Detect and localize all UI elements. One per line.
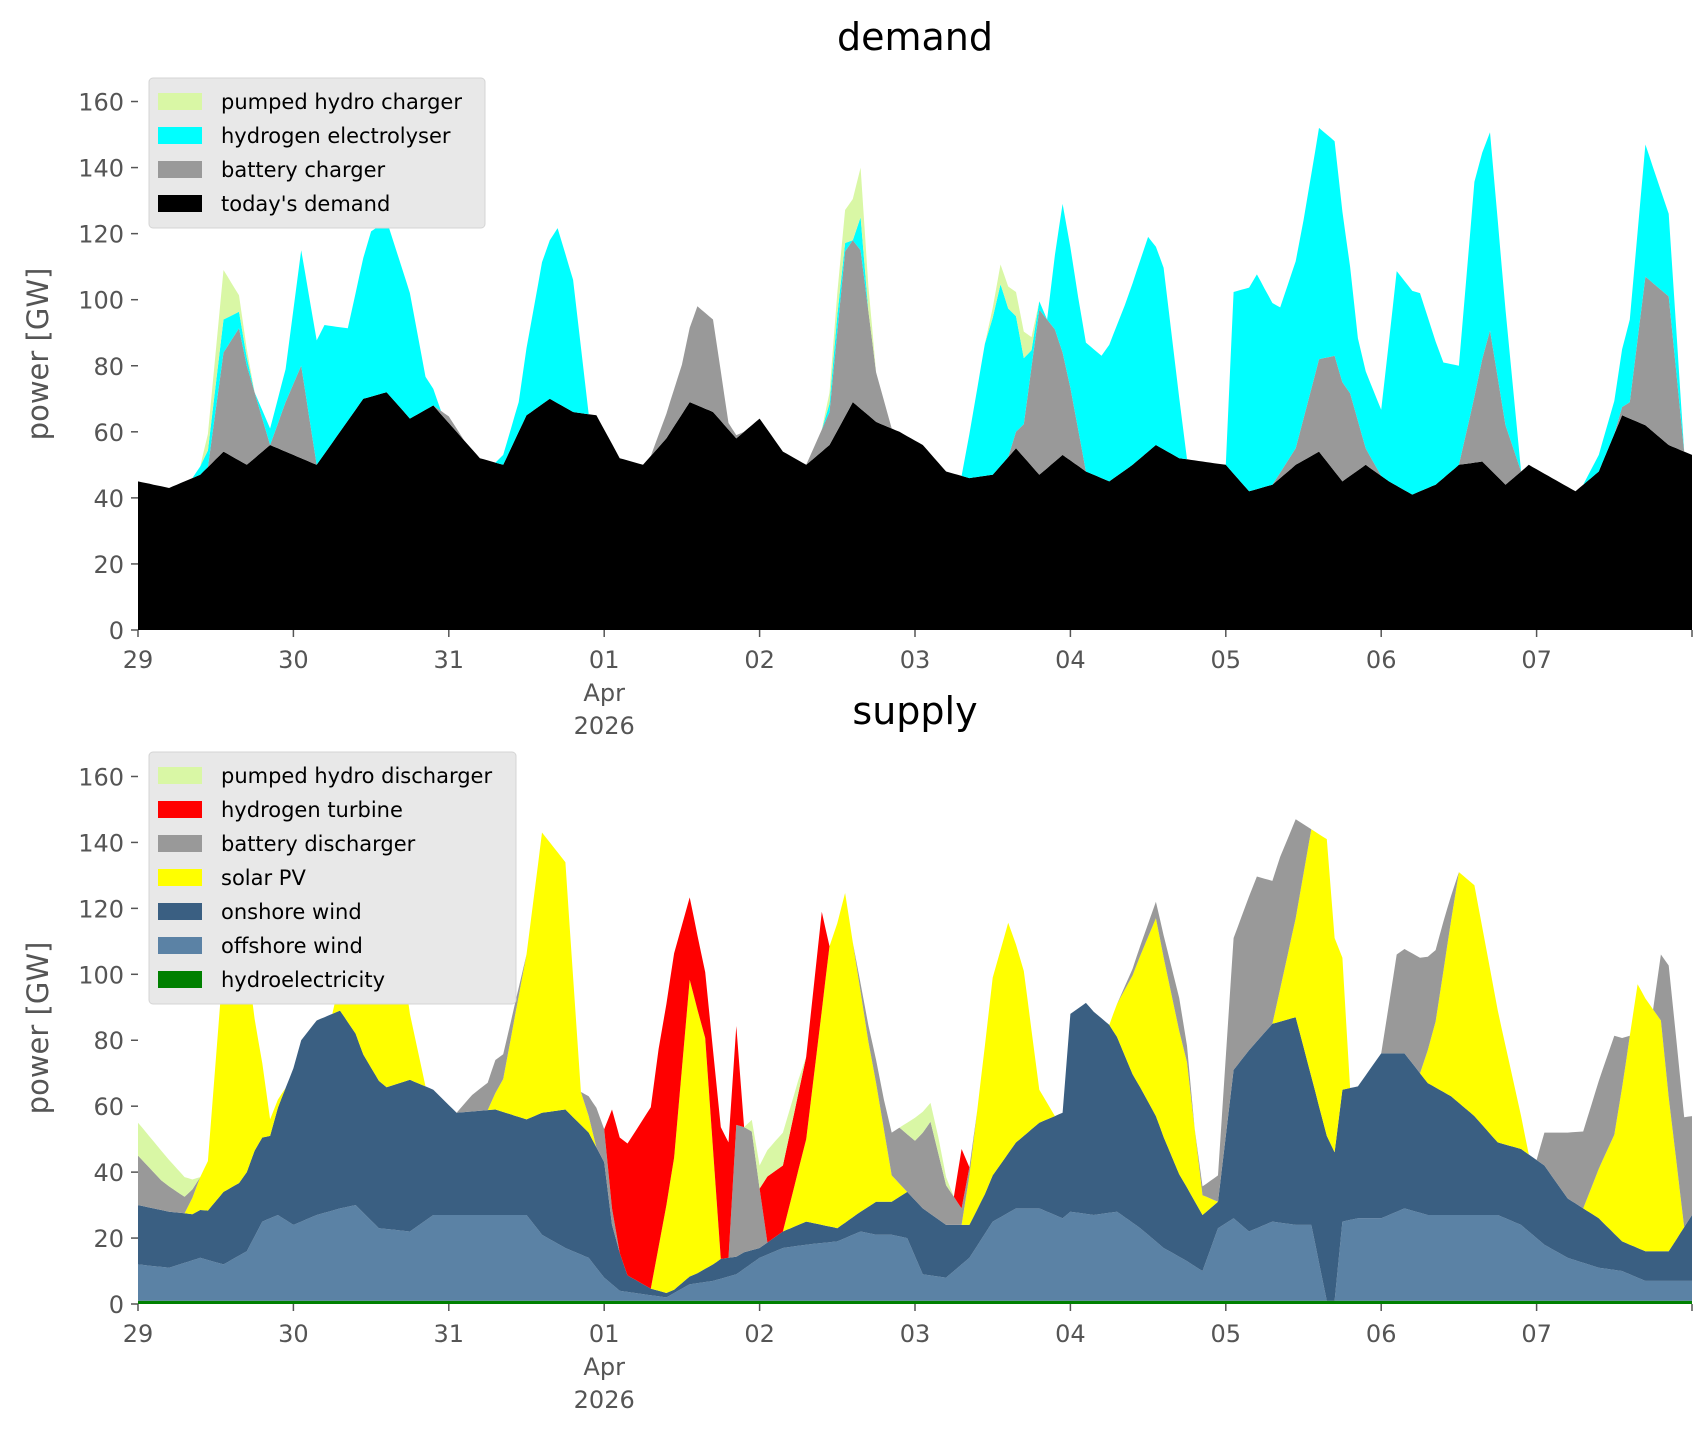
demand-xtick-label: 2026 (574, 712, 635, 740)
supply-ytick-label: 40 (93, 1159, 124, 1187)
demand-legend-label-hydrogen-electrolyser: hydrogen electrolyser (221, 124, 451, 148)
supply-legend-label-offshore-wind: offshore wind (221, 934, 363, 958)
demand-ytick-label: 100 (78, 287, 124, 315)
demand-title: demand (837, 15, 993, 59)
demand-legend-box (148, 77, 486, 229)
supply-plot-area (138, 819, 1692, 1304)
supply-legend-label-hydroelectricity: hydroelectricity (221, 968, 385, 992)
demand-xtick-label: 06 (1366, 646, 1397, 674)
supply-legend-swatch-battery-discharger (158, 835, 202, 852)
demand-panel: demand power [GW] 020406080100120140160 … (21, 15, 1693, 740)
supply-legend-label-onshore-wind: onshore wind (221, 900, 362, 924)
demand-ytick-label: 20 (93, 551, 124, 579)
demand-area-today-s-demand (138, 392, 1692, 630)
demand-legend-label-today-s-demand: today's demand (221, 192, 390, 216)
demand-legend-swatch-pumped-hydro-charger (158, 93, 202, 110)
supply-legend-box (148, 751, 517, 1005)
supply-legend-swatch-onshore-wind (158, 903, 202, 920)
supply-xtick-label: 07 (1521, 1320, 1552, 1348)
supply-legend-label-battery-discharger: battery discharger (221, 832, 416, 856)
supply-legend-swatch-hydrogen-turbine (158, 801, 202, 818)
supply-ytick-label: 0 (109, 1291, 124, 1319)
supply-ytick-label: 120 (78, 895, 124, 923)
supply-ytick-label: 160 (78, 763, 124, 791)
demand-ytick-label: 120 (78, 221, 124, 249)
supply-area-solar-pv (138, 829, 1692, 1293)
demand-ytick-label: 40 (93, 485, 124, 513)
demand-xtick-label: 03 (900, 646, 931, 674)
supply-x-ticks: 29 30 31 01 Apr 2026 02 03 04 05 06 07 (123, 1304, 1693, 1414)
demand-ylabel: power [GW] (21, 268, 55, 441)
supply-ytick-label: 100 (78, 961, 124, 989)
demand-ytick-label: 60 (93, 419, 124, 447)
supply-xtick-label: 03 (900, 1320, 931, 1348)
supply-xtick-label: 30 (278, 1320, 309, 1348)
supply-xtick-label: 31 (434, 1320, 465, 1348)
demand-plot-area (138, 127, 1692, 630)
demand-y-ticks: 0 20 40 60 80 100 120 140 160 (78, 89, 138, 645)
demand-xtick-label: 02 (744, 646, 775, 674)
demand-ytick-label: 160 (78, 89, 124, 117)
supply-xtick-label: 06 (1366, 1320, 1397, 1348)
supply-area-pumped-hydro-discharger (138, 819, 1692, 1197)
demand-ytick-label: 80 (93, 353, 124, 381)
supply-legend-swatch-solar-pv (158, 869, 202, 886)
supply-legend: pumped hydro discharger hydrogen turbine b… (148, 751, 517, 1005)
supply-area-hydroelectricity (138, 1300, 1692, 1304)
supply-legend-label-pumped-hydro-discharger: pumped hydro discharger (221, 764, 492, 788)
supply-xtick-label: 2026 (574, 1386, 635, 1414)
demand-legend: pumped hydro charger hydrogen electrolyse… (148, 77, 486, 229)
supply-xtick-label: 01 (589, 1320, 620, 1348)
supply-xtick-label: Apr (583, 1353, 625, 1381)
demand-ytick-label: 140 (78, 155, 124, 183)
supply-panel: supply power [GW] 020406080100120140160 … (21, 689, 1693, 1414)
demand-xtick-label: 31 (434, 646, 465, 674)
demand-legend-swatch-battery-charger (158, 161, 202, 178)
demand-legend-label-battery-charger: battery charger (221, 158, 386, 182)
supply-legend-swatch-offshore-wind (158, 937, 202, 954)
supply-ylabel: power [GW] (21, 942, 55, 1115)
demand-xtick-label: Apr (583, 679, 625, 707)
supply-ytick-label: 60 (93, 1093, 124, 1121)
supply-title: supply (852, 689, 977, 733)
supply-xtick-label: 05 (1211, 1320, 1242, 1348)
demand-xtick-label: 30 (278, 646, 309, 674)
supply-xtick-label: 02 (744, 1320, 775, 1348)
supply-legend-swatch-hydroelectricity (158, 971, 202, 988)
demand-area-hydrogen-electrolyser (138, 127, 1692, 495)
supply-area-offshore-wind (138, 1205, 1692, 1301)
supply-legend-swatch-pumped-hydro-discharger (158, 767, 202, 784)
demand-xtick-label: 01 (589, 646, 620, 674)
supply-xtick-label: 29 (123, 1320, 154, 1348)
supply-area-battery-discharger (138, 819, 1692, 1289)
supply-legend-label-hydrogen-turbine: hydrogen turbine (221, 798, 403, 822)
supply-ytick-label: 140 (78, 829, 124, 857)
supply-legend-label-solar-pv: solar PV (221, 866, 306, 890)
supply-ytick-label: 20 (93, 1225, 124, 1253)
demand-legend-swatch-today-s-demand (158, 195, 202, 212)
supply-ytick-label: 80 (93, 1027, 124, 1055)
demand-x-ticks: 29 30 31 01 Apr 2026 02 03 04 05 06 07 (123, 630, 1693, 740)
demand-legend-label-pumped-hydro-charger: pumped hydro charger (221, 90, 462, 114)
supply-y-ticks: 0 20 40 60 80 100 120 140 160 (78, 763, 138, 1319)
demand-ytick-label: 0 (109, 617, 124, 645)
supply-xtick-label: 04 (1055, 1320, 1086, 1348)
demand-xtick-label: 07 (1521, 646, 1552, 674)
demand-legend-swatch-hydrogen-electrolyser (158, 127, 202, 144)
demand-xtick-label: 05 (1211, 646, 1242, 674)
demand-xtick-label: 04 (1055, 646, 1086, 674)
demand-xtick-label: 29 (123, 646, 154, 674)
supply-area-onshore-wind (138, 1002, 1692, 1301)
demand-area-battery-charger (138, 240, 1692, 495)
